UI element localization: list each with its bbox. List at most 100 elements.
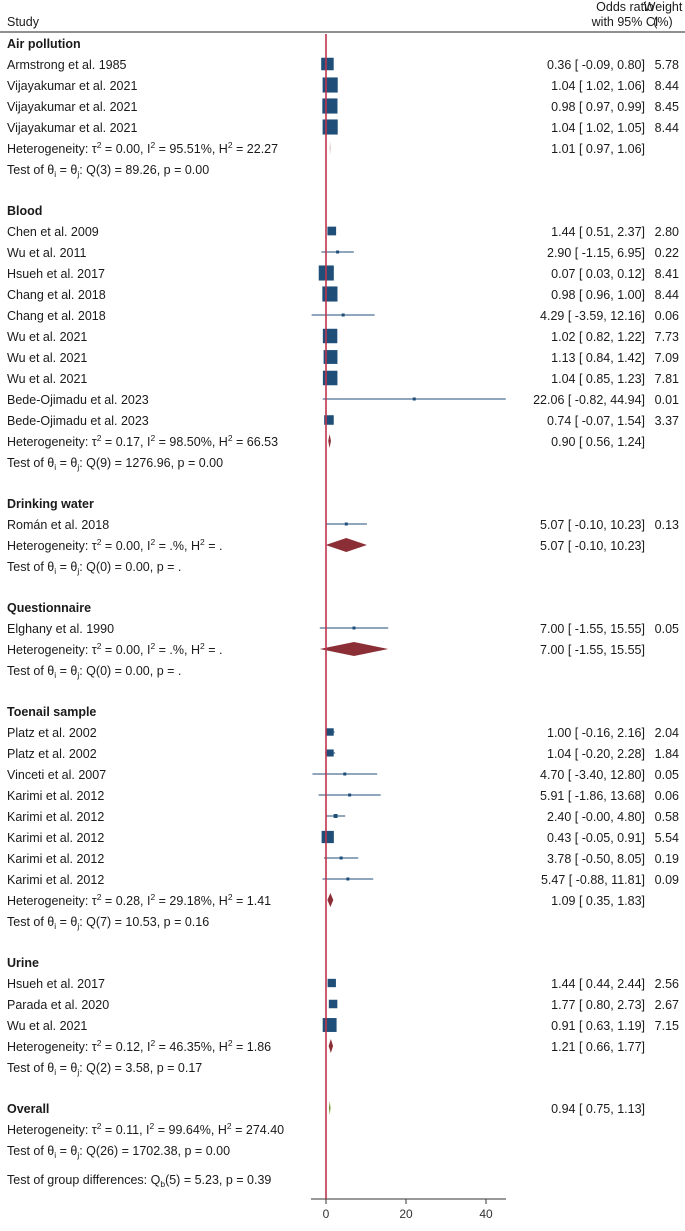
study-weight-box [322,119,338,135]
homogeneity-test-text: Test of θi = θj: Q(0) = 0.00, p = . [7,560,181,576]
study-weight-text: 8.45 [655,100,679,114]
study-weight-text: 5.54 [655,831,679,845]
x-tick-label: 40 [479,1207,493,1221]
homogeneity-test-text: Test of θi = θj: Q(3) = 89.26, p = 0.00 [7,163,209,179]
homogeneity-test-text: Test of θi = θj: Q(0) = 0.00, p = . [7,664,181,680]
heterogeneity-text: Heterogeneity: τ2 = 0.12, I2 = 46.35%, H… [7,1038,271,1054]
study-weight-text: 5.78 [655,58,679,72]
group-title: Urine [7,956,39,970]
study-weight-box [327,226,337,236]
homogeneity-test-text: Test of θi = θj: Q(2) = 3.58, p = 0.17 [7,1061,202,1077]
study-label: Platz et al. 2002 [7,747,97,761]
study-weight-text: 0.01 [655,393,679,407]
study-weight-box [324,415,334,425]
study-weight-text: 0.13 [655,518,679,532]
study-ci-text: 1.04 [ 0.85, 1.23] [551,372,645,386]
study-label: Vinceti et al. 2007 [7,768,106,782]
study-ci-text: 4.70 [ -3.40, 12.80] [540,768,645,782]
study-weight-text: 8.44 [655,288,679,302]
study-weight-box [321,830,334,844]
study-ci-text: 0.91 [ 0.63, 1.19] [551,1019,645,1033]
study-weight-box [336,250,340,254]
odds-ratio-header: Odds ratio [596,0,654,14]
study-label: Elghany et al. 1990 [7,622,114,636]
study-ci-text: 0.98 [ 0.97, 0.99] [551,100,645,114]
study-label: Hsueh et al. 2017 [7,267,105,281]
study-label: Bede-Ojimadu et al. 2023 [7,414,149,428]
group-title: Toenail sample [7,705,96,719]
study-label: Román et al. 2018 [7,518,109,532]
homogeneity-test-text: Test of θi = θj: Q(9) = 1276.96, p = 0.0… [7,456,223,472]
study-weight-box [333,814,338,818]
study-weight-box [326,728,334,736]
study-weight-box [343,772,347,776]
study-weight-box [326,749,334,757]
study-weight-box [327,978,336,988]
study-weight-text: 8.44 [655,79,679,93]
pooled-diamond [328,434,331,448]
study-weight-text: 0.06 [655,309,679,323]
group-title: Drinking water [7,497,94,511]
study-weight-box [348,793,352,797]
study-weight-box [328,999,338,1009]
study-ci-text: 4.29 [ -3.59, 12.16] [540,309,645,323]
study-weight-text: 0.22 [655,246,679,260]
pooled-ci-text: 5.07 [ -0.10, 10.23] [540,539,645,553]
overall-diamond [329,1101,331,1115]
study-weight-text: 7.81 [655,372,679,386]
heterogeneity-text: Heterogeneity: τ2 = 0.17, I2 = 98.50%, H… [7,433,278,449]
heterogeneity-text: Heterogeneity: τ2 = 0.11, I2 = 99.64%, H… [7,1121,284,1137]
study-ci-text: 5.47 [ -0.88, 11.81] [541,873,645,887]
pooled-ci-text: 1.09 [ 0.35, 1.83] [551,894,645,908]
study-weight-text: 7.73 [655,330,679,344]
study-label: Chang et al. 2018 [7,288,106,302]
study-weight-box [352,626,356,630]
study-weight-text: 2.56 [655,977,679,991]
study-weight-text: 0.19 [655,852,679,866]
study-weight-text: 0.06 [655,789,679,803]
study-ci-text: 5.07 [ -0.10, 10.23] [540,518,645,532]
study-weight-box [322,328,338,344]
study-weight-text: 0.05 [655,768,679,782]
study-weight-box [322,98,338,114]
study-label: Wu et al. 2021 [7,1019,87,1033]
study-ci-text: 1.44 [ 0.51, 2.37] [551,225,645,239]
study-ci-text: 1.00 [ -0.16, 2.16] [547,726,645,740]
study-weight-text: 0.05 [655,622,679,636]
study-weight-text: 1.84 [655,747,679,761]
pooled-ci-text: 0.90 [ 0.56, 1.24] [551,435,645,449]
heterogeneity-text: Heterogeneity: τ2 = 0.28, I2 = 29.18%, H… [7,892,271,908]
study-label: Hsueh et al. 2017 [7,977,105,991]
overall-title: Overall [7,1102,49,1116]
pooled-diamond [327,893,334,907]
study-label: Karimi et al. 2012 [7,789,104,803]
study-label: Wu et al. 2021 [7,351,87,365]
study-weight-box [346,877,350,881]
study-weight-text: 0.58 [655,810,679,824]
study-weight-box [341,313,345,317]
study-weight-box [412,397,416,401]
study-weight-text: 0.09 [655,873,679,887]
study-weight-text: 8.44 [655,121,679,135]
study-label: Wu et al. 2021 [7,372,87,386]
pooled-diamond [328,1039,334,1053]
pooled-diamond [325,538,367,552]
study-ci-text: 0.07 [ 0.03, 0.12] [551,267,645,281]
study-label: Wu et al. 2021 [7,330,87,344]
study-weight-box [339,856,343,860]
study-ci-text: 0.43 [ -0.05, 0.91] [547,831,645,845]
weight-header: Weight [644,0,683,14]
study-ci-text: 1.04 [ 1.02, 1.06] [551,79,645,93]
study-label: Chang et al. 2018 [7,309,106,323]
weight-unit-header: (%) [653,15,672,29]
study-ci-text: 3.78 [ -0.50, 8.05] [547,852,645,866]
study-label: Vijayakumar et al. 2021 [7,79,137,93]
study-weight-box [322,286,338,302]
study-ci-text: 5.91 [ -1.86, 13.68] [540,789,645,803]
x-tick-label: 0 [323,1207,330,1221]
study-ci-text: 1.04 [ 1.02, 1.05] [551,121,645,135]
study-weight-box [321,57,334,71]
study-ci-text: 22.06 [ -0.82, 44.94] [533,393,645,407]
study-label: Karimi et al. 2012 [7,852,104,866]
